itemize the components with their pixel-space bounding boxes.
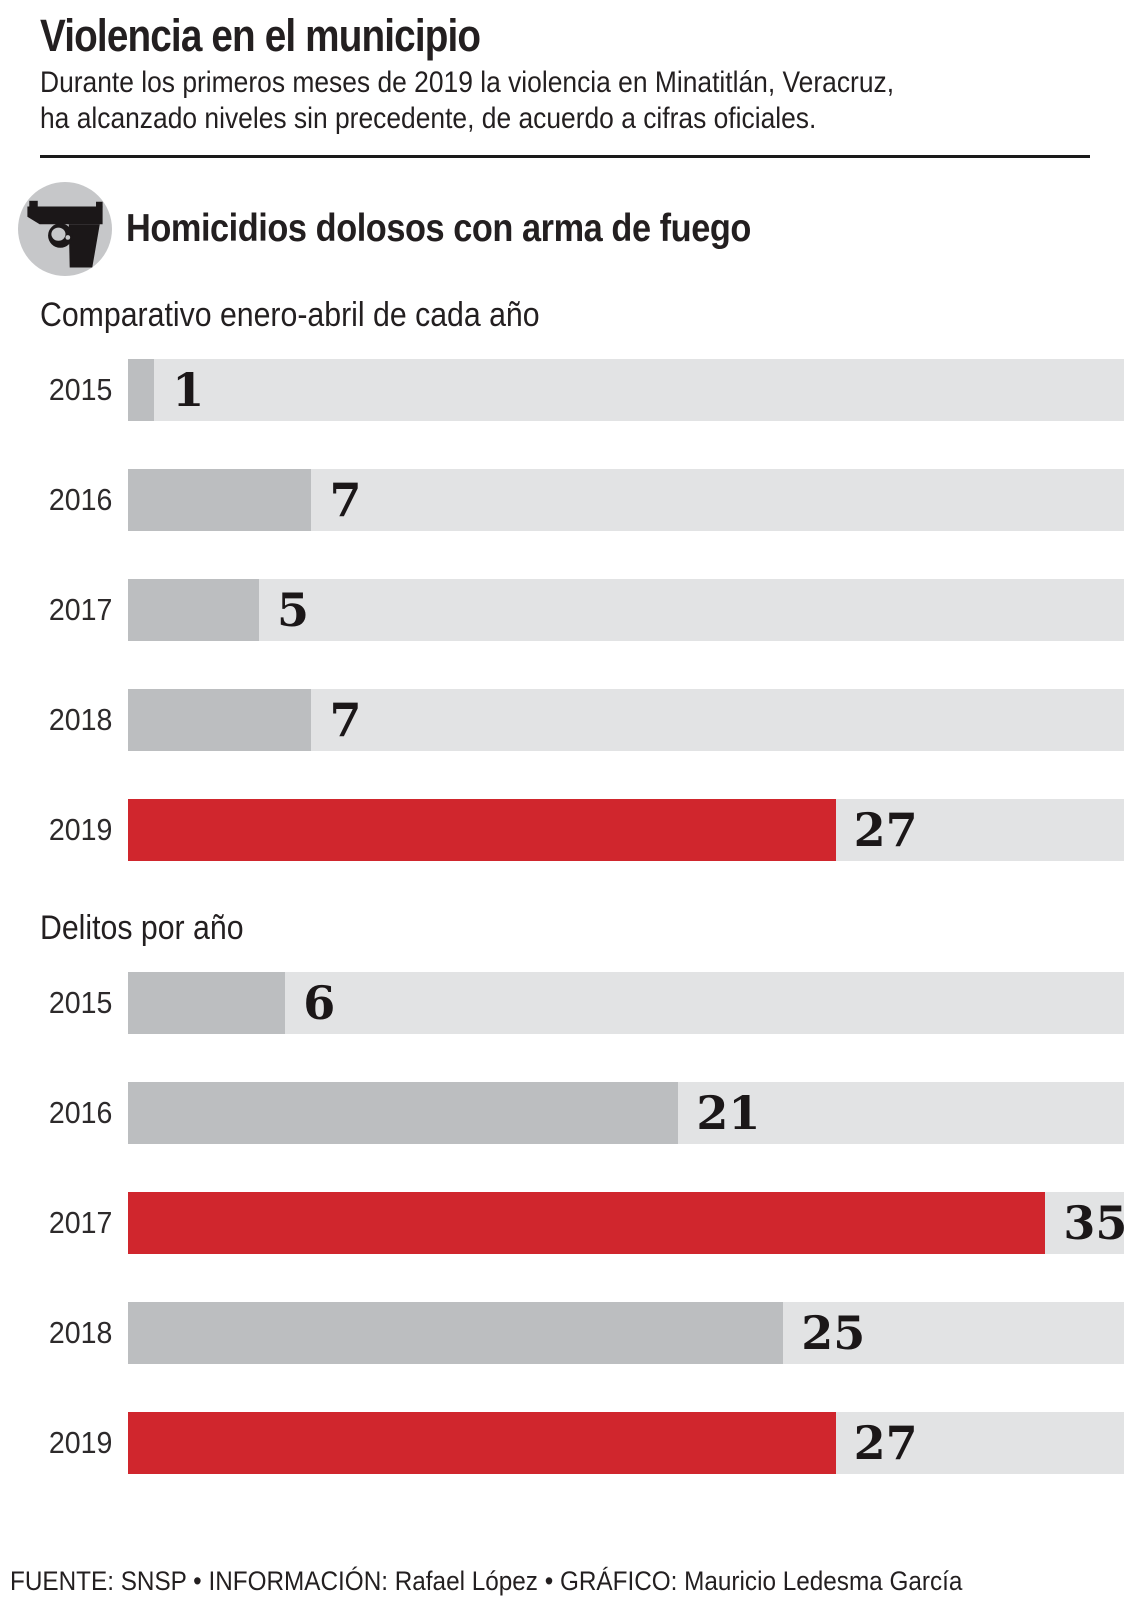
year-label: 2019 [48, 1424, 113, 1460]
bar-row-2017: 2017 5 [0, 578, 1124, 641]
page-title: Violencia en el municipio [40, 10, 481, 61]
bar-track: 7 [128, 688, 1124, 751]
section-title: Homicidios dolosos con arma de fuego [126, 206, 751, 250]
bar-row-2018: 2018 25 [0, 1301, 1124, 1364]
bar-track: 35 [128, 1191, 1128, 1254]
year-label: 2018 [48, 701, 113, 737]
chart-2-title: Delitos por año [40, 908, 244, 947]
year-label: 2017 [48, 591, 113, 627]
bar-fill [128, 798, 836, 861]
value-label: 7 [329, 692, 362, 747]
year-label: 2017 [48, 1204, 113, 1240]
bar-fill [128, 1081, 679, 1144]
chart-delitos-por-anio: 2015 6 2016 21 2017 35 2018 25 2019 27 [0, 971, 1136, 1474]
section-header: Homicidios dolosos con arma de fuego [18, 181, 1136, 276]
value-label: 21 [696, 1085, 761, 1140]
value-label: 25 [801, 1305, 866, 1360]
bar-track: 1 [128, 358, 1124, 421]
value-label: 35 [1063, 1195, 1128, 1250]
year-label: 2015 [48, 984, 113, 1020]
value-label: 1 [172, 362, 205, 417]
subtitle-line-1: Durante los primeros meses de 2019 la vi… [40, 65, 895, 99]
value-label: 5 [277, 582, 310, 637]
value-label: 7 [329, 472, 362, 527]
bar-row-2016: 2016 21 [0, 1081, 1124, 1144]
bar-row-2019: 2019 27 [0, 798, 1124, 861]
year-label: 2016 [48, 481, 113, 517]
page-subtitle: Durante los primeros meses de 2019 la vi… [0, 65, 1136, 137]
chart-1-title: Comparativo enero-abril de cada año [40, 295, 540, 334]
credits-line: FUENTE: SNSP • INFORMACIÓN: Rafael López… [10, 1566, 963, 1596]
bar-fill [128, 971, 286, 1034]
bar-fill [128, 1191, 1046, 1254]
chart-comparativo-enero-abril: 2015 1 2016 7 2017 5 2018 7 2019 27 [0, 358, 1136, 861]
bar-fill [128, 578, 260, 641]
value-label: 27 [853, 802, 918, 857]
bar-track: 5 [128, 578, 1124, 641]
bar-track: 21 [128, 1081, 1124, 1144]
bar-row-2016: 2016 7 [0, 468, 1124, 531]
year-label: 2019 [48, 811, 113, 847]
pistol-icon [18, 181, 112, 276]
bar-fill [128, 1301, 784, 1364]
bar-fill [128, 468, 312, 531]
value-label: 27 [853, 1415, 918, 1470]
bar-track: 25 [128, 1301, 1124, 1364]
subtitle-line-2: ha alcanzado niveles sin precedente, de … [40, 101, 817, 135]
year-label: 2018 [48, 1314, 113, 1350]
bar-row-2019: 2019 27 [0, 1411, 1124, 1474]
bar-track: 27 [128, 798, 1124, 861]
bar-row-2015: 2015 6 [0, 971, 1124, 1034]
divider-line [40, 154, 1090, 158]
bar-row-2018: 2018 7 [0, 688, 1124, 751]
bar-track: 27 [128, 1411, 1124, 1474]
bar-row-2017: 2017 35 [0, 1191, 1128, 1254]
year-label: 2016 [48, 1094, 113, 1130]
bar-track: 6 [128, 971, 1124, 1034]
year-label: 2015 [48, 371, 113, 407]
bar-fill [128, 1411, 836, 1474]
bar-fill [128, 358, 155, 421]
value-label: 6 [303, 975, 336, 1030]
bar-track: 7 [128, 468, 1124, 531]
bar-row-2015: 2015 1 [0, 358, 1124, 421]
bar-fill [128, 688, 312, 751]
